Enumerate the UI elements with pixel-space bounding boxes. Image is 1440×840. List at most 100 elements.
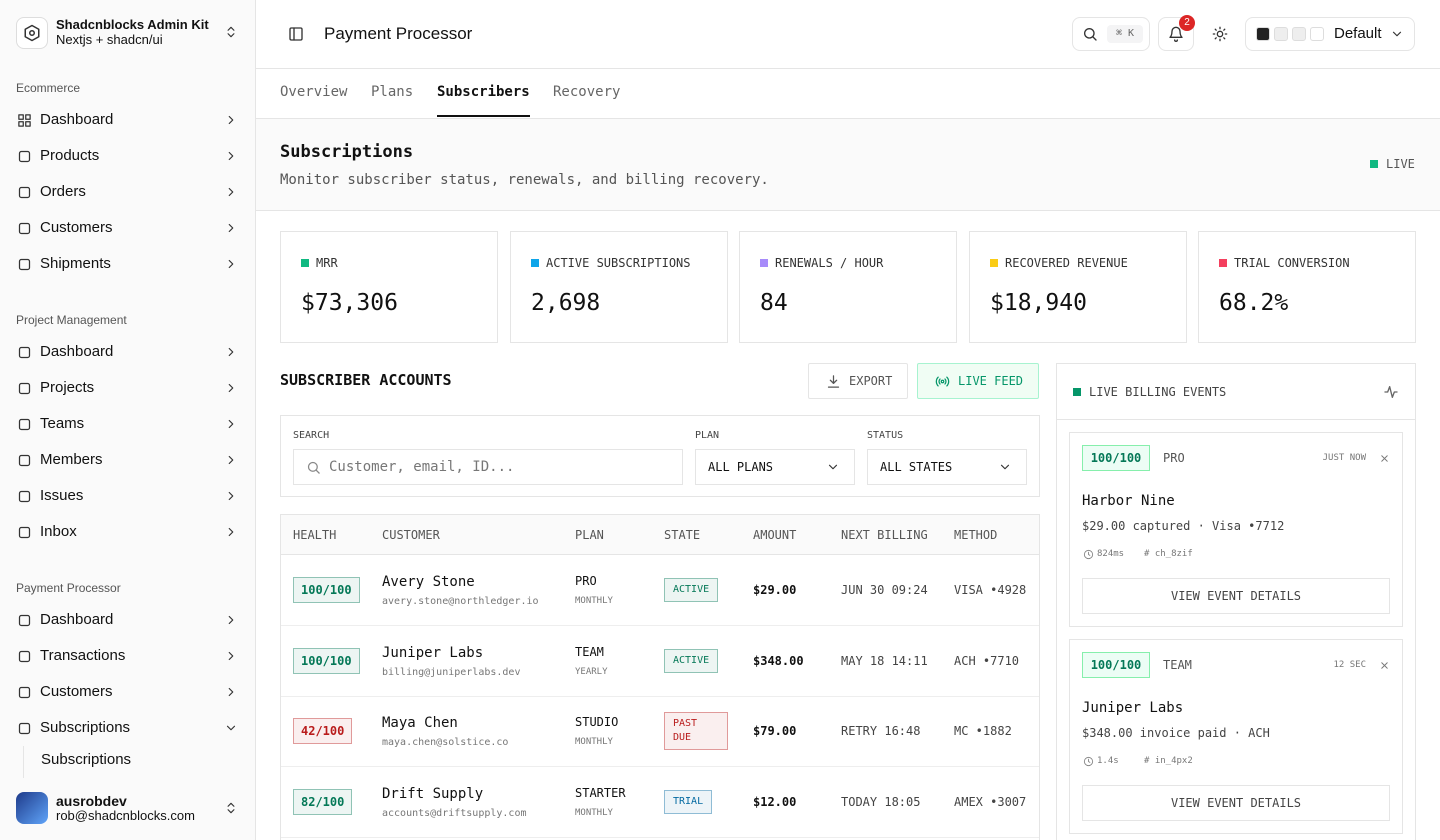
kpi-value: $73,306 (301, 290, 398, 316)
plan-value: ALL PLANS (708, 460, 774, 474)
customer-name: Maya Chen (382, 715, 458, 731)
nav-icon (17, 257, 32, 272)
event-button-label[interactable]: VIEW EVENT DETAILS (1170, 796, 1302, 810)
nav-label[interactable]: Customers (40, 683, 113, 700)
nav-label[interactable]: Projects (40, 379, 95, 396)
kpi-dot (1219, 259, 1227, 267)
event-card (1069, 432, 1403, 627)
health-badge: 42/100 (293, 718, 353, 744)
customer-email: accounts@driftsupply.com (382, 807, 527, 819)
state-badge: PAST DUE (664, 712, 728, 750)
badge (1179, 15, 1195, 31)
nav-chevron (224, 453, 238, 467)
sidebar (0, 0, 256, 840)
user-name: ausrobdev (56, 793, 127, 809)
column-header: METHOD (954, 528, 998, 542)
event-detail: $29.00 captured · Visa •7712 (1082, 519, 1285, 533)
event-name: Juniper Labs (1082, 700, 1184, 716)
swatch (1292, 27, 1306, 41)
event-plan: TEAM (1163, 658, 1192, 672)
nav-label[interactable]: Products (40, 147, 100, 164)
theme-name: Default (1334, 25, 1382, 42)
nav-label[interactable]: Inbox (40, 523, 77, 540)
payment-method: ACH •7710 (954, 653, 1020, 668)
nav-label[interactable]: Dashboard (40, 111, 114, 128)
swatch (1274, 27, 1288, 41)
swatch (1256, 27, 1270, 41)
health-badge: 100/100 (293, 577, 360, 603)
tab[interactable]: Plans (371, 84, 414, 100)
next-billing: JUN 30 09:24 (841, 583, 928, 597)
search-button[interactable] (1072, 17, 1150, 51)
nav-label[interactable]: Teams (40, 415, 85, 432)
theme-select[interactable] (1245, 17, 1415, 51)
tab[interactable]: Overview (280, 84, 348, 100)
column-header: PLAN (575, 528, 604, 542)
tabs-border (256, 118, 1440, 119)
nav-label[interactable]: Orders (40, 183, 86, 200)
health-badge: 100/100 (293, 647, 360, 674)
nav-chevron (224, 613, 238, 627)
nav-label[interactable]: Transactions (40, 647, 126, 664)
group-label: Payment Processor (16, 581, 121, 595)
event-score-box (1082, 445, 1150, 471)
user-switch (224, 801, 238, 815)
table (280, 514, 1040, 840)
state-badge: ACTIVE (664, 578, 719, 602)
events-title: LIVE BILLING EVENTS (1089, 385, 1227, 399)
nav-label[interactable]: Dashboard (40, 611, 114, 628)
nav-label[interactable]: Members (40, 451, 103, 468)
state-badge: TRIAL (664, 789, 713, 814)
page-title: Subscriptions (280, 142, 414, 162)
plan-select[interactable] (695, 449, 855, 485)
bell-button[interactable] (1158, 17, 1194, 51)
search-input-icon (306, 460, 321, 475)
group-label: Ecommerce (16, 81, 81, 95)
nav-chevron (224, 345, 238, 359)
swatch (1310, 27, 1324, 41)
nav-label[interactable]: Customers (40, 219, 113, 236)
live-dot (1370, 160, 1378, 168)
event-plan: PRO (1163, 451, 1185, 465)
nav-label[interactable]: Subscriptions (40, 719, 131, 736)
status-select[interactable] (867, 449, 1027, 485)
header-border (256, 68, 1440, 69)
events-panel (1056, 363, 1416, 840)
kpi-label: RECOVERED REVENUE (1005, 256, 1128, 270)
nav-label[interactable]: Issues (40, 487, 84, 504)
nav-icon (17, 185, 32, 200)
search-icon (1082, 26, 1098, 42)
nav-label[interactable]: Dashboard (40, 343, 114, 360)
search-input[interactable] (293, 449, 683, 485)
plan-cycle: MONTHLY (575, 596, 613, 606)
status-value: ALL STATES (880, 460, 953, 474)
event-button-label[interactable]: VIEW EVENT DETAILS (1170, 589, 1302, 603)
nav-icon (17, 685, 32, 700)
plan-cycle: MONTHLY (575, 737, 613, 747)
nav-subitem[interactable]: Subscriptions (41, 751, 132, 768)
plan-name: STUDIO (575, 715, 619, 729)
bell-icon (1168, 26, 1184, 42)
kpi-label: ACTIVE SUBSCRIPTIONS (546, 256, 691, 270)
next-billing: MAY 18 14:11 (841, 653, 928, 668)
table-header (281, 515, 1039, 555)
accounts-title: SUBSCRIBER ACCOUNTS (280, 371, 452, 389)
events-dot (1073, 388, 1081, 396)
sidebar-toggle (288, 26, 304, 42)
tab[interactable]: Recovery (553, 84, 621, 100)
event-ref: # in_4px2 (1144, 756, 1193, 766)
event-button[interactable] (1082, 785, 1390, 821)
kpi-dot (760, 259, 768, 267)
row-border (281, 836, 1039, 838)
event-button[interactable] (1082, 578, 1390, 614)
event-clock (1083, 549, 1094, 560)
nav-icon (17, 345, 32, 360)
export-button[interactable] (808, 363, 908, 399)
live-feed-button[interactable] (917, 363, 1039, 399)
nav-chevron (224, 649, 238, 663)
tab[interactable]: Subscribers (437, 84, 530, 100)
kpi-value: 68.2% (1219, 290, 1289, 316)
nav-label[interactable]: Shipments (40, 255, 111, 272)
brand-name: Shadcnblocks Admin Kit (56, 17, 209, 32)
